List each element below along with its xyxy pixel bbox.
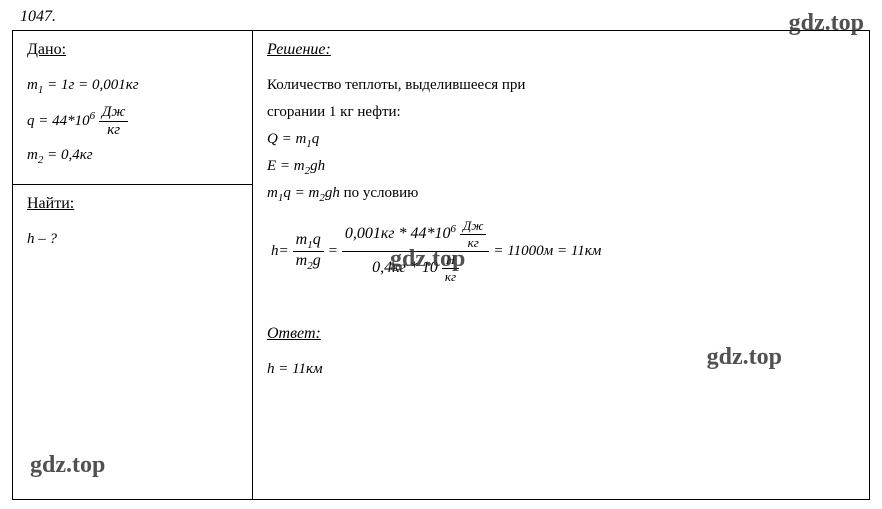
find-title: Найти:	[27, 195, 74, 213]
h-equals: h=	[271, 243, 289, 260]
solution-intro-2: сгорании 1 кг нефти:	[267, 102, 855, 123]
given-line-2: q = 44*106 Дж кг	[27, 104, 238, 139]
num-left: 0,001кг * 44*10	[345, 225, 451, 242]
solution-intro-1: Количество теплоты, выделившееся при	[267, 75, 855, 96]
given-line-1: m1 = 1г = 0,001кг	[27, 77, 238, 96]
find-section: Найти: h – ?	[13, 185, 252, 266]
unit-fraction: Дж кг	[99, 104, 129, 139]
watermark: gdz.top	[390, 246, 465, 273]
answer-title: Ответ:	[267, 325, 321, 343]
unit-den: кг	[99, 122, 129, 139]
left-column: Дано: m1 = 1г = 0,001кг q = 44*106 Дж кг…	[13, 31, 253, 499]
frac-sym-den: m2g	[293, 252, 324, 272]
unit-num: Дж	[99, 104, 129, 122]
equals-1: =	[328, 243, 338, 260]
frac-symbolic: m1q m2g	[293, 231, 324, 272]
given-line-3: m2 = 0,4кг	[27, 147, 238, 166]
num-exp: 6	[451, 223, 457, 235]
given-title: Дано:	[27, 41, 66, 59]
watermark: gdz.top	[789, 10, 864, 37]
find-line-1: h – ?	[27, 231, 238, 248]
q-exp: 6	[90, 110, 96, 122]
right-column: Решение: Количество теплоты, выделившеес…	[253, 31, 869, 499]
frac-sym-num: m1q	[293, 231, 324, 252]
q-prefix: q = 44*10	[27, 113, 90, 129]
equation-condition: m1q = m2gh по условию	[267, 185, 855, 204]
watermark: gdz.top	[30, 452, 105, 479]
equation-q: Q = m1q	[267, 131, 855, 150]
num-unit-num: Дж	[460, 218, 486, 235]
equation-e: E = m2gh	[267, 158, 855, 177]
result-text: = 11000м = 11км	[493, 243, 601, 260]
problem-number: 1047.	[20, 8, 870, 26]
given-section: Дано: m1 = 1г = 0,001кг q = 44*106 Дж кг…	[13, 31, 252, 185]
solution-title: Решение:	[267, 41, 331, 59]
watermark: gdz.top	[707, 344, 782, 371]
main-equation-row: h= m1q m2g = 0,001кг * 44*106 Дж кг 0,4к…	[267, 218, 855, 285]
condition-text: по условию	[340, 185, 419, 201]
